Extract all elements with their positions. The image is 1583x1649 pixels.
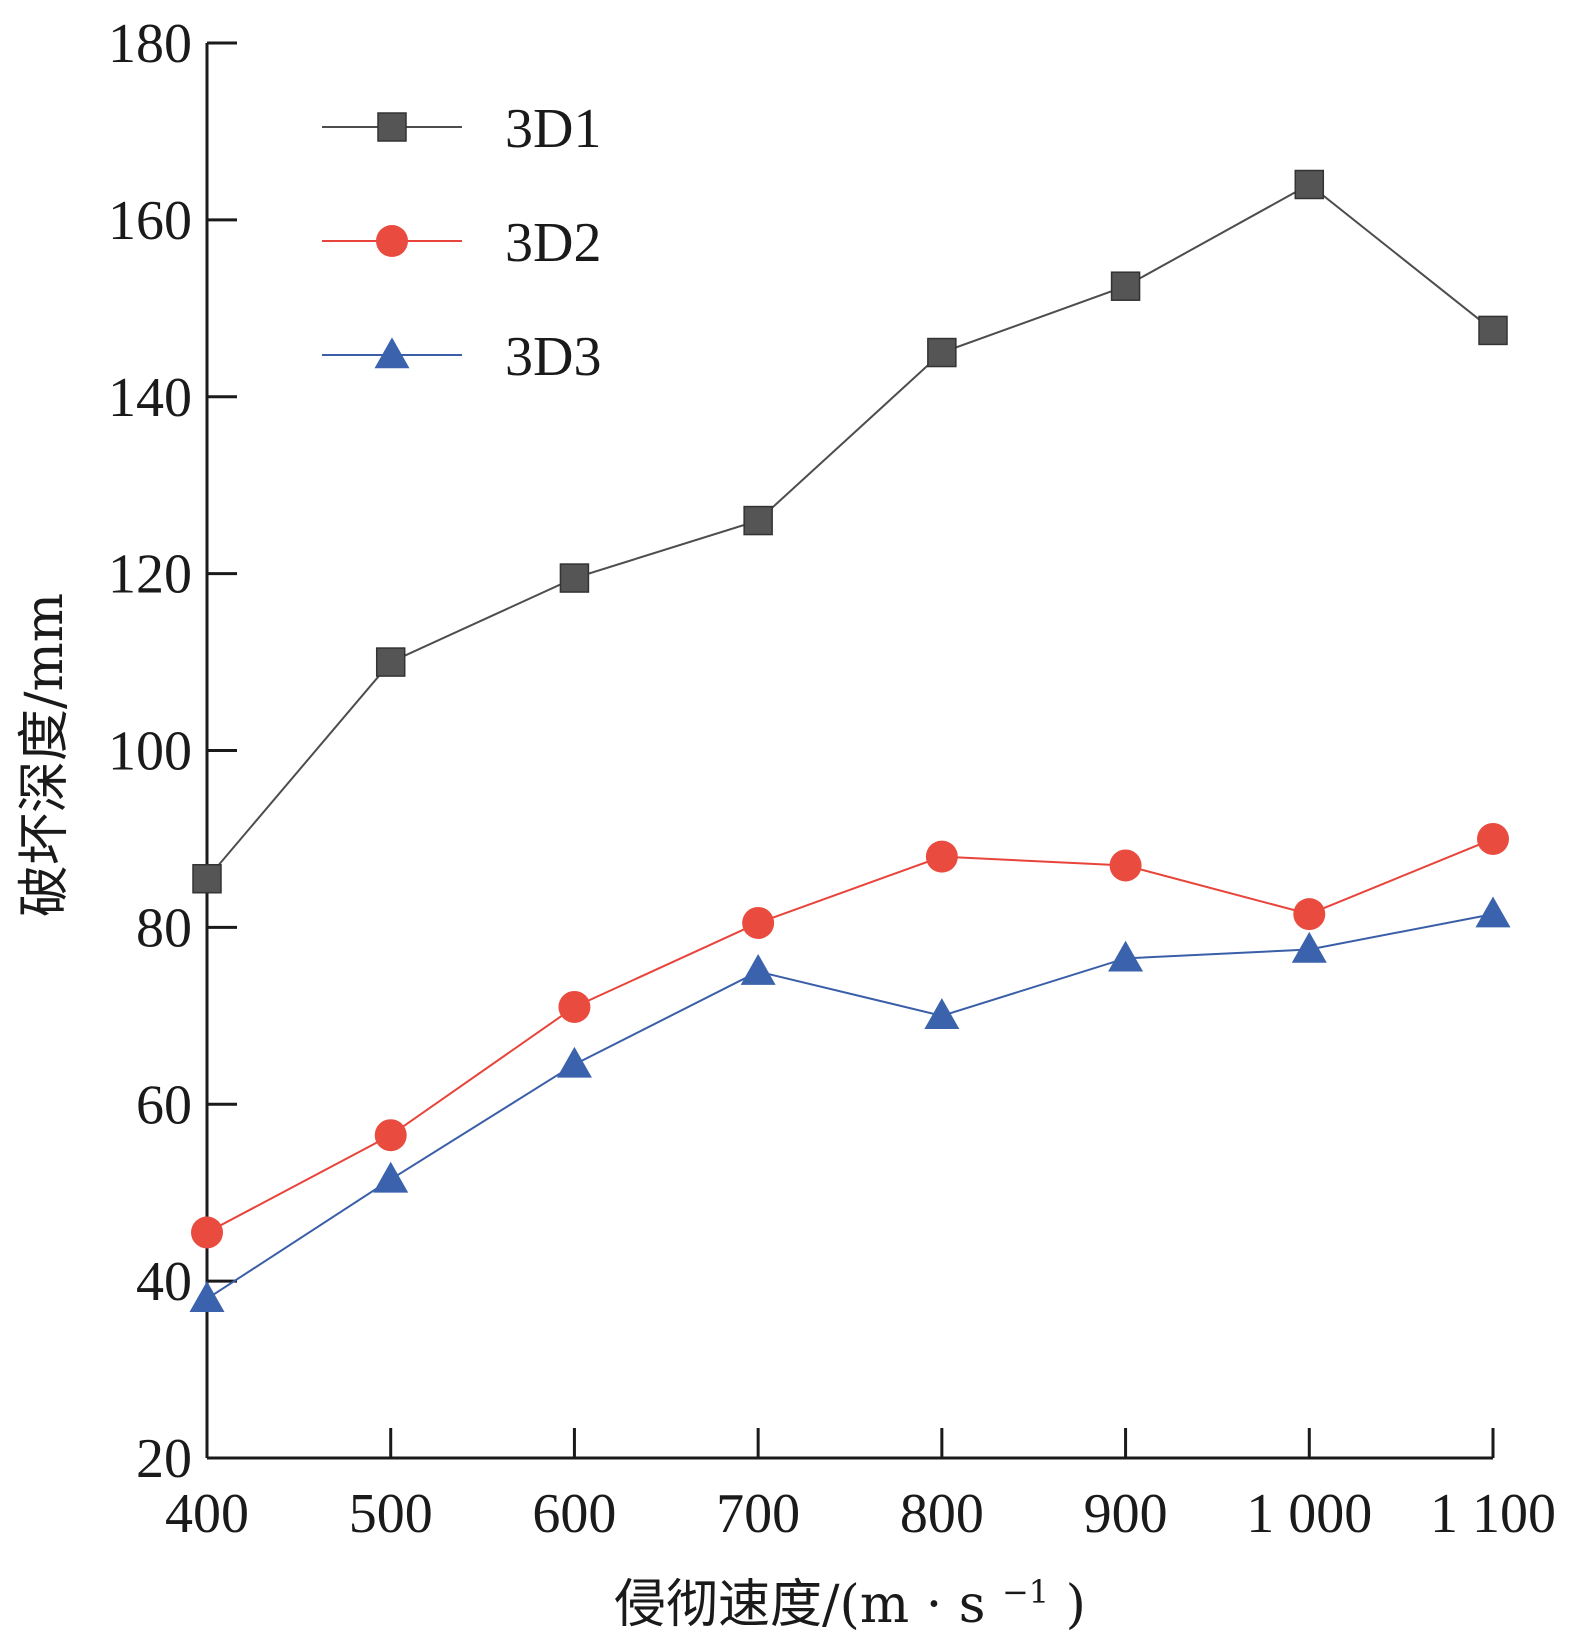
data-point-square: [1294, 169, 1325, 200]
data-point-square: [1478, 315, 1508, 346]
legend-label: 3D3: [505, 326, 601, 388]
series-line: [206, 838, 1494, 1234]
data-point-square: [1110, 271, 1141, 301]
y-tick-label: 80: [136, 897, 192, 959]
data-point-triangle: [1291, 931, 1327, 963]
axes: 20 40 60 80 100 120 140 160 180 400 500 600 700 800 90…: [108, 13, 1556, 1545]
x-axis-title-exponent: −1: [1002, 1573, 1049, 1611]
x-axis-title-main: 侵彻速度/(m: [614, 1575, 909, 1635]
data-point-square: [377, 112, 407, 142]
x-axis-title-unit: s: [959, 1575, 986, 1635]
data-point-circle: [374, 1119, 407, 1152]
x-axis-title-close: ): [1066, 1575, 1086, 1635]
legend-item: 3D2: [322, 212, 601, 274]
data-point-triangle: [1475, 896, 1511, 928]
legend-label: 3D2: [505, 212, 601, 274]
data-point-square: [927, 337, 957, 368]
x-tick-label: 600: [532, 1483, 616, 1545]
legend: 3D1 3D2 3D3: [322, 98, 601, 388]
data-point-triangle: [373, 1161, 409, 1193]
series-line: [206, 913, 1494, 1300]
legend-item: 3D1: [322, 98, 601, 160]
data-point-circle: [376, 225, 408, 257]
data-point-circle: [742, 906, 775, 939]
series-layer: [189, 169, 1511, 1313]
y-tick-label: 180: [108, 13, 192, 75]
y-tick-label: 160: [108, 190, 192, 252]
y-tick-label: 60: [136, 1074, 192, 1136]
series-3D1: [192, 169, 1508, 894]
y-axis-title: 破坏深度/mm: [15, 593, 75, 917]
x-tick-label: 700: [716, 1483, 800, 1545]
data-point-square: [743, 505, 773, 536]
x-tick-label: 1 100: [1430, 1483, 1556, 1545]
y-tick-label: 40: [136, 1251, 192, 1313]
x-tick-label: 500: [349, 1483, 433, 1545]
data-point-triangle: [924, 998, 960, 1030]
data-point-triangle: [1108, 940, 1144, 972]
y-tick-label: 20: [136, 1428, 192, 1490]
data-point-circle: [1109, 849, 1142, 882]
legend-label: 3D1: [505, 98, 601, 160]
data-point-circle: [925, 840, 958, 873]
data-point-square: [559, 563, 590, 593]
data-point-triangle: [374, 337, 410, 369]
series-line: [206, 183, 1494, 880]
series-3D3: [189, 896, 1511, 1313]
y-tick-label: 100: [108, 721, 192, 783]
x-axis-title: 侵彻速度/(m · s −1 ): [614, 1573, 1086, 1635]
data-point-triangle: [740, 953, 776, 985]
legend-item: 3D3: [322, 326, 601, 388]
data-point-square: [375, 647, 406, 677]
data-point-circle: [558, 990, 591, 1023]
data-point-circle: [1293, 898, 1326, 931]
x-tick-label: 900: [1084, 1483, 1168, 1545]
data-point-circle: [191, 1216, 223, 1249]
y-tick-label: 140: [108, 367, 192, 429]
x-tick-label: 400: [165, 1483, 249, 1545]
data-point-square: [192, 863, 222, 894]
y-tick-label: 120: [108, 544, 192, 606]
x-tick-label: 800: [900, 1483, 984, 1545]
x-tick-label: 1 000: [1246, 1483, 1372, 1545]
data-point-circle: [1477, 822, 1509, 855]
data-point-triangle: [189, 1281, 225, 1313]
series-3D2: [191, 822, 1509, 1249]
data-point-triangle: [556, 1046, 592, 1078]
x-axis-title-dot: ·: [926, 1575, 943, 1635]
